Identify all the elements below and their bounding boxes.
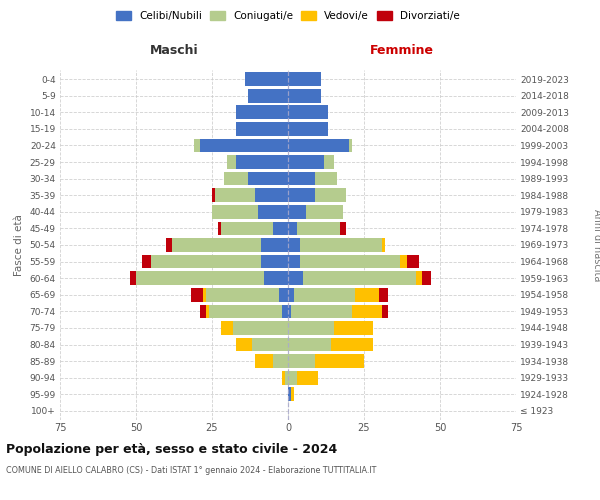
- Bar: [206, 288, 279, 302]
- Bar: [254, 188, 288, 202]
- Bar: [288, 238, 300, 252]
- Bar: [300, 238, 382, 252]
- Bar: [194, 138, 200, 152]
- Bar: [191, 288, 203, 302]
- Text: COMUNE DI AIELLO CALABRO (CS) - Dati ISTAT 1° gennaio 2024 - Elaborazione TUTTIT: COMUNE DI AIELLO CALABRO (CS) - Dati IST…: [6, 466, 376, 475]
- Bar: [382, 304, 388, 318]
- Bar: [288, 388, 291, 401]
- Bar: [407, 255, 419, 268]
- Bar: [227, 156, 236, 169]
- Bar: [294, 288, 355, 302]
- Text: Maschi: Maschi: [149, 44, 199, 58]
- Bar: [352, 304, 382, 318]
- Bar: [254, 354, 273, 368]
- Bar: [136, 272, 263, 285]
- Bar: [288, 222, 297, 235]
- Text: Anni di nascita: Anni di nascita: [592, 209, 600, 281]
- Bar: [288, 371, 297, 384]
- Bar: [236, 106, 288, 119]
- Text: Femmine: Femmine: [370, 44, 434, 58]
- Bar: [288, 89, 322, 102]
- Bar: [316, 188, 346, 202]
- Bar: [334, 321, 373, 334]
- Bar: [273, 354, 288, 368]
- Bar: [221, 222, 273, 235]
- Bar: [166, 238, 172, 252]
- Bar: [212, 205, 257, 218]
- Bar: [382, 238, 385, 252]
- Bar: [215, 188, 254, 202]
- Bar: [355, 288, 379, 302]
- Bar: [291, 304, 352, 318]
- Bar: [416, 272, 422, 285]
- Legend: Celibi/Nubili, Coniugati/e, Vedovi/e, Divorziati/e: Celibi/Nubili, Coniugati/e, Vedovi/e, Di…: [113, 8, 463, 24]
- Bar: [206, 304, 209, 318]
- Bar: [288, 156, 325, 169]
- Bar: [288, 106, 328, 119]
- Bar: [303, 272, 416, 285]
- Bar: [288, 354, 316, 368]
- Bar: [316, 172, 337, 186]
- Bar: [349, 138, 352, 152]
- Bar: [306, 205, 343, 218]
- Bar: [236, 338, 251, 351]
- Bar: [288, 338, 331, 351]
- Bar: [212, 188, 215, 202]
- Bar: [279, 288, 288, 302]
- Bar: [172, 238, 260, 252]
- Bar: [297, 222, 340, 235]
- Bar: [316, 354, 364, 368]
- Bar: [221, 321, 233, 334]
- Bar: [130, 272, 136, 285]
- Bar: [288, 122, 328, 136]
- Bar: [273, 222, 288, 235]
- Bar: [236, 122, 288, 136]
- Bar: [285, 371, 288, 384]
- Bar: [288, 205, 306, 218]
- Bar: [297, 371, 319, 384]
- Bar: [260, 255, 288, 268]
- Bar: [288, 188, 316, 202]
- Bar: [288, 172, 316, 186]
- Bar: [218, 222, 221, 235]
- Bar: [200, 304, 206, 318]
- Bar: [209, 304, 282, 318]
- Bar: [422, 272, 431, 285]
- Text: Popolazione per età, sesso e stato civile - 2024: Popolazione per età, sesso e stato civil…: [6, 442, 337, 456]
- Bar: [248, 89, 288, 102]
- Bar: [288, 304, 291, 318]
- Y-axis label: Fasce di età: Fasce di età: [14, 214, 24, 276]
- Bar: [233, 321, 288, 334]
- Bar: [400, 255, 407, 268]
- Bar: [282, 371, 285, 384]
- Bar: [288, 272, 303, 285]
- Bar: [288, 288, 294, 302]
- Bar: [224, 172, 248, 186]
- Bar: [251, 338, 288, 351]
- Bar: [245, 72, 288, 86]
- Bar: [263, 272, 288, 285]
- Bar: [340, 222, 346, 235]
- Bar: [291, 388, 294, 401]
- Bar: [288, 138, 349, 152]
- Bar: [151, 255, 260, 268]
- Bar: [300, 255, 400, 268]
- Bar: [248, 172, 288, 186]
- Bar: [257, 205, 288, 218]
- Bar: [288, 72, 322, 86]
- Bar: [236, 156, 288, 169]
- Bar: [288, 255, 300, 268]
- Bar: [142, 255, 151, 268]
- Bar: [379, 288, 388, 302]
- Bar: [260, 238, 288, 252]
- Bar: [282, 304, 288, 318]
- Bar: [331, 338, 373, 351]
- Bar: [200, 138, 288, 152]
- Bar: [203, 288, 206, 302]
- Bar: [325, 156, 334, 169]
- Bar: [288, 321, 334, 334]
